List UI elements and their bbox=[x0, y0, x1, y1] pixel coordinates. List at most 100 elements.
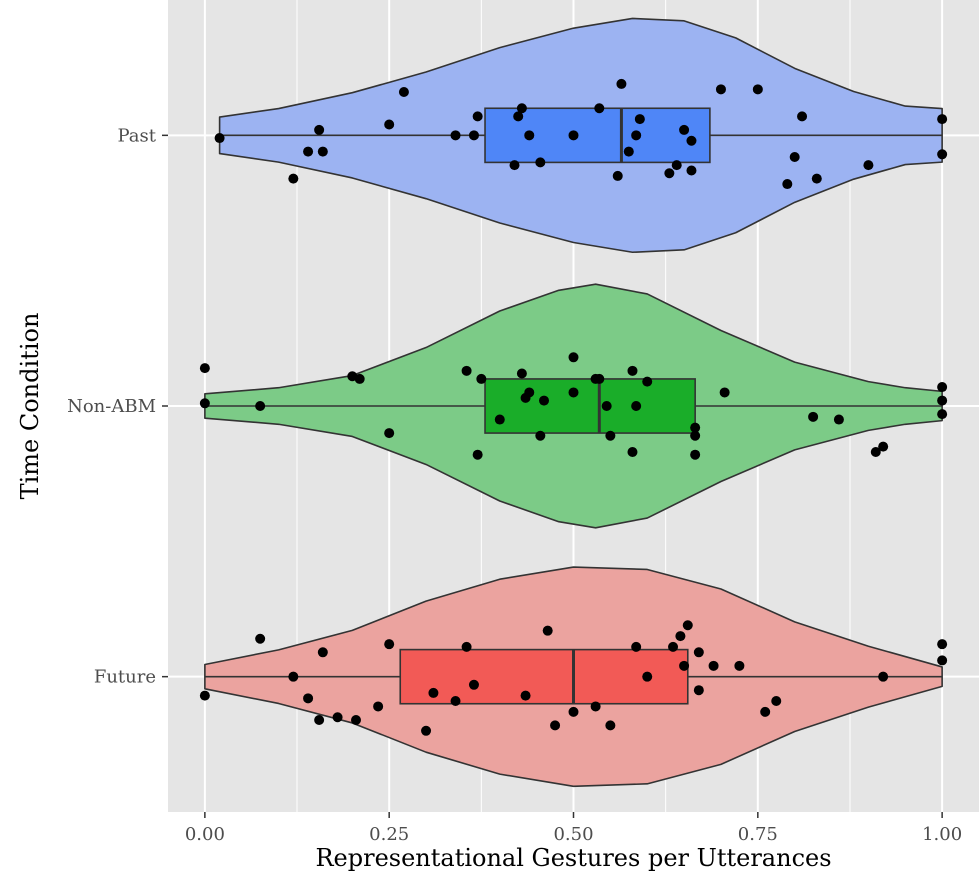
y-axis-title: Time Condition bbox=[16, 313, 44, 500]
data-point bbox=[734, 660, 745, 671]
data-point bbox=[605, 430, 616, 441]
data-point bbox=[668, 641, 679, 652]
data-point bbox=[255, 633, 266, 644]
data-point bbox=[590, 701, 601, 712]
axes: 0.00 0.25 0.50 0.75 1.00 Past Non-ABM Future bbox=[67, 125, 962, 845]
data-point bbox=[682, 620, 693, 631]
data-point bbox=[642, 671, 653, 682]
data-point bbox=[384, 119, 395, 130]
data-point bbox=[937, 382, 948, 393]
y-tick-label: Past bbox=[117, 125, 156, 146]
data-point bbox=[679, 124, 690, 135]
data-point bbox=[450, 696, 461, 707]
violin-non-abm bbox=[199, 283, 948, 529]
data-point bbox=[937, 409, 948, 420]
data-point bbox=[472, 111, 483, 122]
data-point bbox=[513, 111, 524, 122]
data-point bbox=[314, 124, 325, 135]
data-point bbox=[616, 78, 627, 89]
data-point bbox=[719, 387, 730, 398]
data-point bbox=[782, 179, 793, 190]
data-point bbox=[715, 84, 726, 95]
violin-future bbox=[199, 566, 948, 788]
data-point bbox=[524, 387, 535, 398]
data-point bbox=[199, 398, 210, 409]
x-tick-label: 0.50 bbox=[553, 824, 593, 845]
data-point bbox=[675, 631, 686, 642]
x-tick-label: 0.00 bbox=[185, 824, 225, 845]
data-point bbox=[811, 173, 822, 184]
data-point bbox=[472, 449, 483, 460]
x-axis-title: Representational Gestures per Utterances bbox=[315, 844, 831, 872]
x-tick-label: 0.75 bbox=[738, 824, 778, 845]
data-point bbox=[314, 714, 325, 725]
data-point bbox=[421, 725, 432, 736]
data-point bbox=[303, 693, 314, 704]
data-point bbox=[642, 376, 653, 387]
data-point bbox=[631, 641, 642, 652]
data-point bbox=[878, 441, 889, 452]
data-point bbox=[542, 625, 553, 636]
data-point bbox=[937, 395, 948, 406]
data-point bbox=[760, 706, 771, 717]
box bbox=[484, 378, 696, 434]
data-point bbox=[708, 660, 719, 671]
data-point bbox=[468, 130, 479, 141]
data-point bbox=[634, 114, 645, 125]
data-point bbox=[623, 146, 634, 157]
data-point bbox=[317, 647, 328, 658]
data-point bbox=[428, 687, 439, 698]
violins bbox=[199, 17, 948, 788]
data-point bbox=[671, 160, 682, 171]
data-point bbox=[627, 447, 638, 458]
data-point bbox=[384, 639, 395, 650]
data-point bbox=[351, 714, 362, 725]
data-point bbox=[686, 165, 697, 176]
data-point bbox=[690, 449, 701, 460]
data-point bbox=[605, 720, 616, 731]
data-point bbox=[516, 103, 527, 114]
data-point bbox=[476, 373, 487, 384]
data-point bbox=[631, 130, 642, 141]
violin-past bbox=[214, 17, 948, 254]
data-point bbox=[461, 641, 472, 652]
data-point bbox=[568, 352, 579, 363]
data-point bbox=[797, 111, 808, 122]
data-point bbox=[494, 414, 505, 425]
data-point bbox=[937, 149, 948, 160]
data-point bbox=[878, 671, 889, 682]
y-tick-label: Future bbox=[94, 667, 156, 688]
data-point bbox=[594, 103, 605, 114]
data-point bbox=[690, 422, 701, 433]
data-point bbox=[612, 170, 623, 181]
data-point bbox=[468, 679, 479, 690]
data-point bbox=[332, 712, 343, 723]
data-point bbox=[450, 130, 461, 141]
data-point bbox=[535, 157, 546, 168]
data-point bbox=[833, 414, 844, 425]
data-point bbox=[354, 373, 365, 384]
data-point bbox=[568, 387, 579, 398]
data-point bbox=[594, 373, 605, 384]
data-point bbox=[384, 428, 395, 439]
data-point bbox=[690, 430, 701, 441]
data-point bbox=[679, 660, 690, 671]
data-point bbox=[627, 365, 638, 376]
data-point bbox=[317, 146, 328, 157]
data-point bbox=[808, 411, 819, 422]
data-point bbox=[601, 401, 612, 411]
data-point bbox=[303, 146, 314, 157]
data-point bbox=[550, 720, 561, 731]
data-point bbox=[664, 168, 675, 179]
data-point bbox=[539, 395, 550, 406]
data-point bbox=[693, 647, 704, 658]
data-point bbox=[516, 368, 527, 379]
data-point bbox=[524, 130, 535, 141]
data-point bbox=[863, 160, 874, 171]
box bbox=[484, 107, 711, 164]
x-tick-label: 1.00 bbox=[922, 824, 962, 845]
data-point bbox=[288, 671, 299, 682]
data-point bbox=[693, 685, 704, 696]
data-point bbox=[461, 365, 472, 376]
